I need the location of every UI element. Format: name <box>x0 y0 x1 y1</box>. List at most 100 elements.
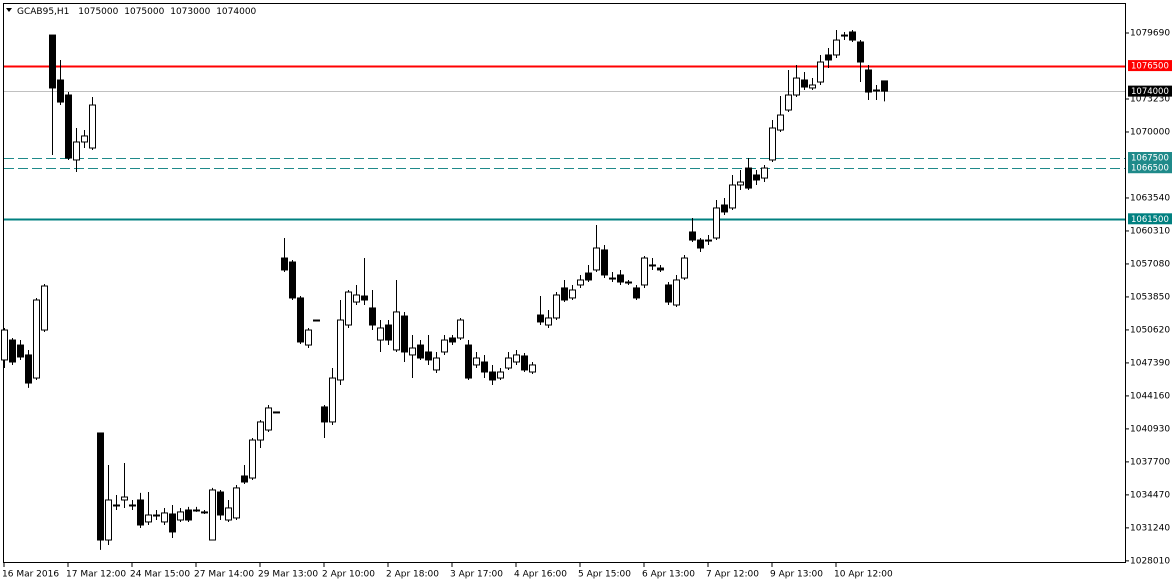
candle-body <box>585 272 592 281</box>
candle-body <box>65 94 72 159</box>
level-label: 1076500 <box>1131 62 1169 72</box>
level-label: 1074000 <box>1131 87 1169 97</box>
level-box <box>1128 60 1172 72</box>
candle-body <box>129 504 136 507</box>
candle-body <box>321 406 328 423</box>
candle-body <box>673 279 680 306</box>
candle-body <box>425 351 432 361</box>
candle-body <box>849 31 856 41</box>
candle-body <box>577 279 584 286</box>
candle-body <box>609 277 616 280</box>
candle-body <box>521 355 528 371</box>
candle-body <box>337 319 344 381</box>
candle-body <box>777 114 784 131</box>
candle-body <box>361 295 368 301</box>
candle-body <box>313 319 320 322</box>
candle-body <box>569 289 576 299</box>
y-tick-label: 1031240 <box>1130 523 1170 533</box>
x-tick-label: 2 Apr 10:00 <box>322 570 375 580</box>
candle-body <box>17 344 24 358</box>
candle-body <box>393 311 400 351</box>
level-box <box>1128 85 1172 97</box>
y-tick-label: 1040930 <box>1130 424 1170 434</box>
candle-body <box>801 79 808 88</box>
candle-body <box>185 509 192 521</box>
y-tick-label: 1073230 <box>1130 94 1170 104</box>
x-tick-label: 6 Apr 13:00 <box>642 570 695 580</box>
candle-body <box>193 509 200 512</box>
y-tick-label: 1070000 <box>1130 127 1170 137</box>
candles <box>1 30 888 550</box>
level-label: 1067500 <box>1131 154 1169 164</box>
x-tick-label: 27 Mar 14:00 <box>194 570 254 580</box>
candle-body <box>505 357 512 369</box>
candle-body <box>697 239 704 249</box>
x-tick-label: 24 Mar 15:00 <box>130 570 190 580</box>
candle-body <box>177 511 184 521</box>
candle-body <box>649 264 656 267</box>
candle-body <box>841 34 848 37</box>
menu-arrow[interactable] <box>6 8 12 12</box>
y-tick-label: 1060310 <box>1130 226 1170 236</box>
candle-body <box>633 287 640 299</box>
candle-body <box>601 249 608 276</box>
candle-body <box>369 307 376 326</box>
y-tick-label: 1028010 <box>1130 556 1170 566</box>
candle-body <box>241 475 248 483</box>
candle-body <box>489 371 496 381</box>
candle-body <box>793 77 800 96</box>
candle-body <box>409 347 416 356</box>
candle-body <box>681 257 688 279</box>
candle-body <box>257 421 264 441</box>
candle-body <box>737 181 744 186</box>
level-label: 1066500 <box>1131 164 1169 174</box>
candle-body <box>873 89 880 92</box>
candle-body <box>57 79 64 103</box>
candle-body <box>745 167 752 189</box>
candle-body <box>385 324 392 341</box>
candle-body <box>865 69 872 93</box>
candle-body <box>209 489 216 541</box>
candle-body <box>289 261 296 299</box>
candle-body <box>33 299 40 379</box>
candle-body <box>657 267 664 271</box>
candle-body <box>457 319 464 339</box>
candle-body <box>545 317 552 326</box>
candle-body <box>201 511 208 514</box>
candle-body <box>305 329 312 346</box>
candle-body <box>833 39 840 56</box>
candle-body <box>561 287 568 301</box>
candle-body <box>641 257 648 286</box>
candle-body <box>297 297 304 343</box>
candle-body <box>553 294 560 319</box>
candle-body <box>377 327 384 341</box>
candle-body <box>1 329 8 361</box>
candle-body <box>761 167 768 179</box>
candle-body <box>705 239 712 242</box>
candle-body <box>809 84 816 89</box>
candle-body <box>857 41 864 63</box>
candle-body <box>281 257 288 271</box>
candle-body <box>617 274 624 283</box>
candle-body <box>233 487 240 519</box>
candle-body <box>449 337 456 343</box>
level-label: 1061500 <box>1131 215 1169 225</box>
x-tick-label: 2 Apr 18:00 <box>386 570 439 580</box>
x-tick-label: 7 Apr 12:00 <box>706 570 759 580</box>
candle-body <box>73 141 80 161</box>
candle-body <box>473 357 480 366</box>
candle-body <box>49 34 56 89</box>
candle-body <box>113 504 120 507</box>
candle-body <box>465 344 472 379</box>
candle-body <box>753 174 760 181</box>
candle-body <box>497 371 504 379</box>
candle-body <box>265 407 272 431</box>
candle-body <box>665 284 672 303</box>
candle-body <box>25 354 32 384</box>
candle-body <box>537 314 544 323</box>
y-tick-label: 1050620 <box>1130 325 1170 335</box>
y-tick-label: 1034470 <box>1130 490 1170 500</box>
header-close: 1074000 <box>216 7 256 17</box>
candle-body <box>97 432 104 541</box>
